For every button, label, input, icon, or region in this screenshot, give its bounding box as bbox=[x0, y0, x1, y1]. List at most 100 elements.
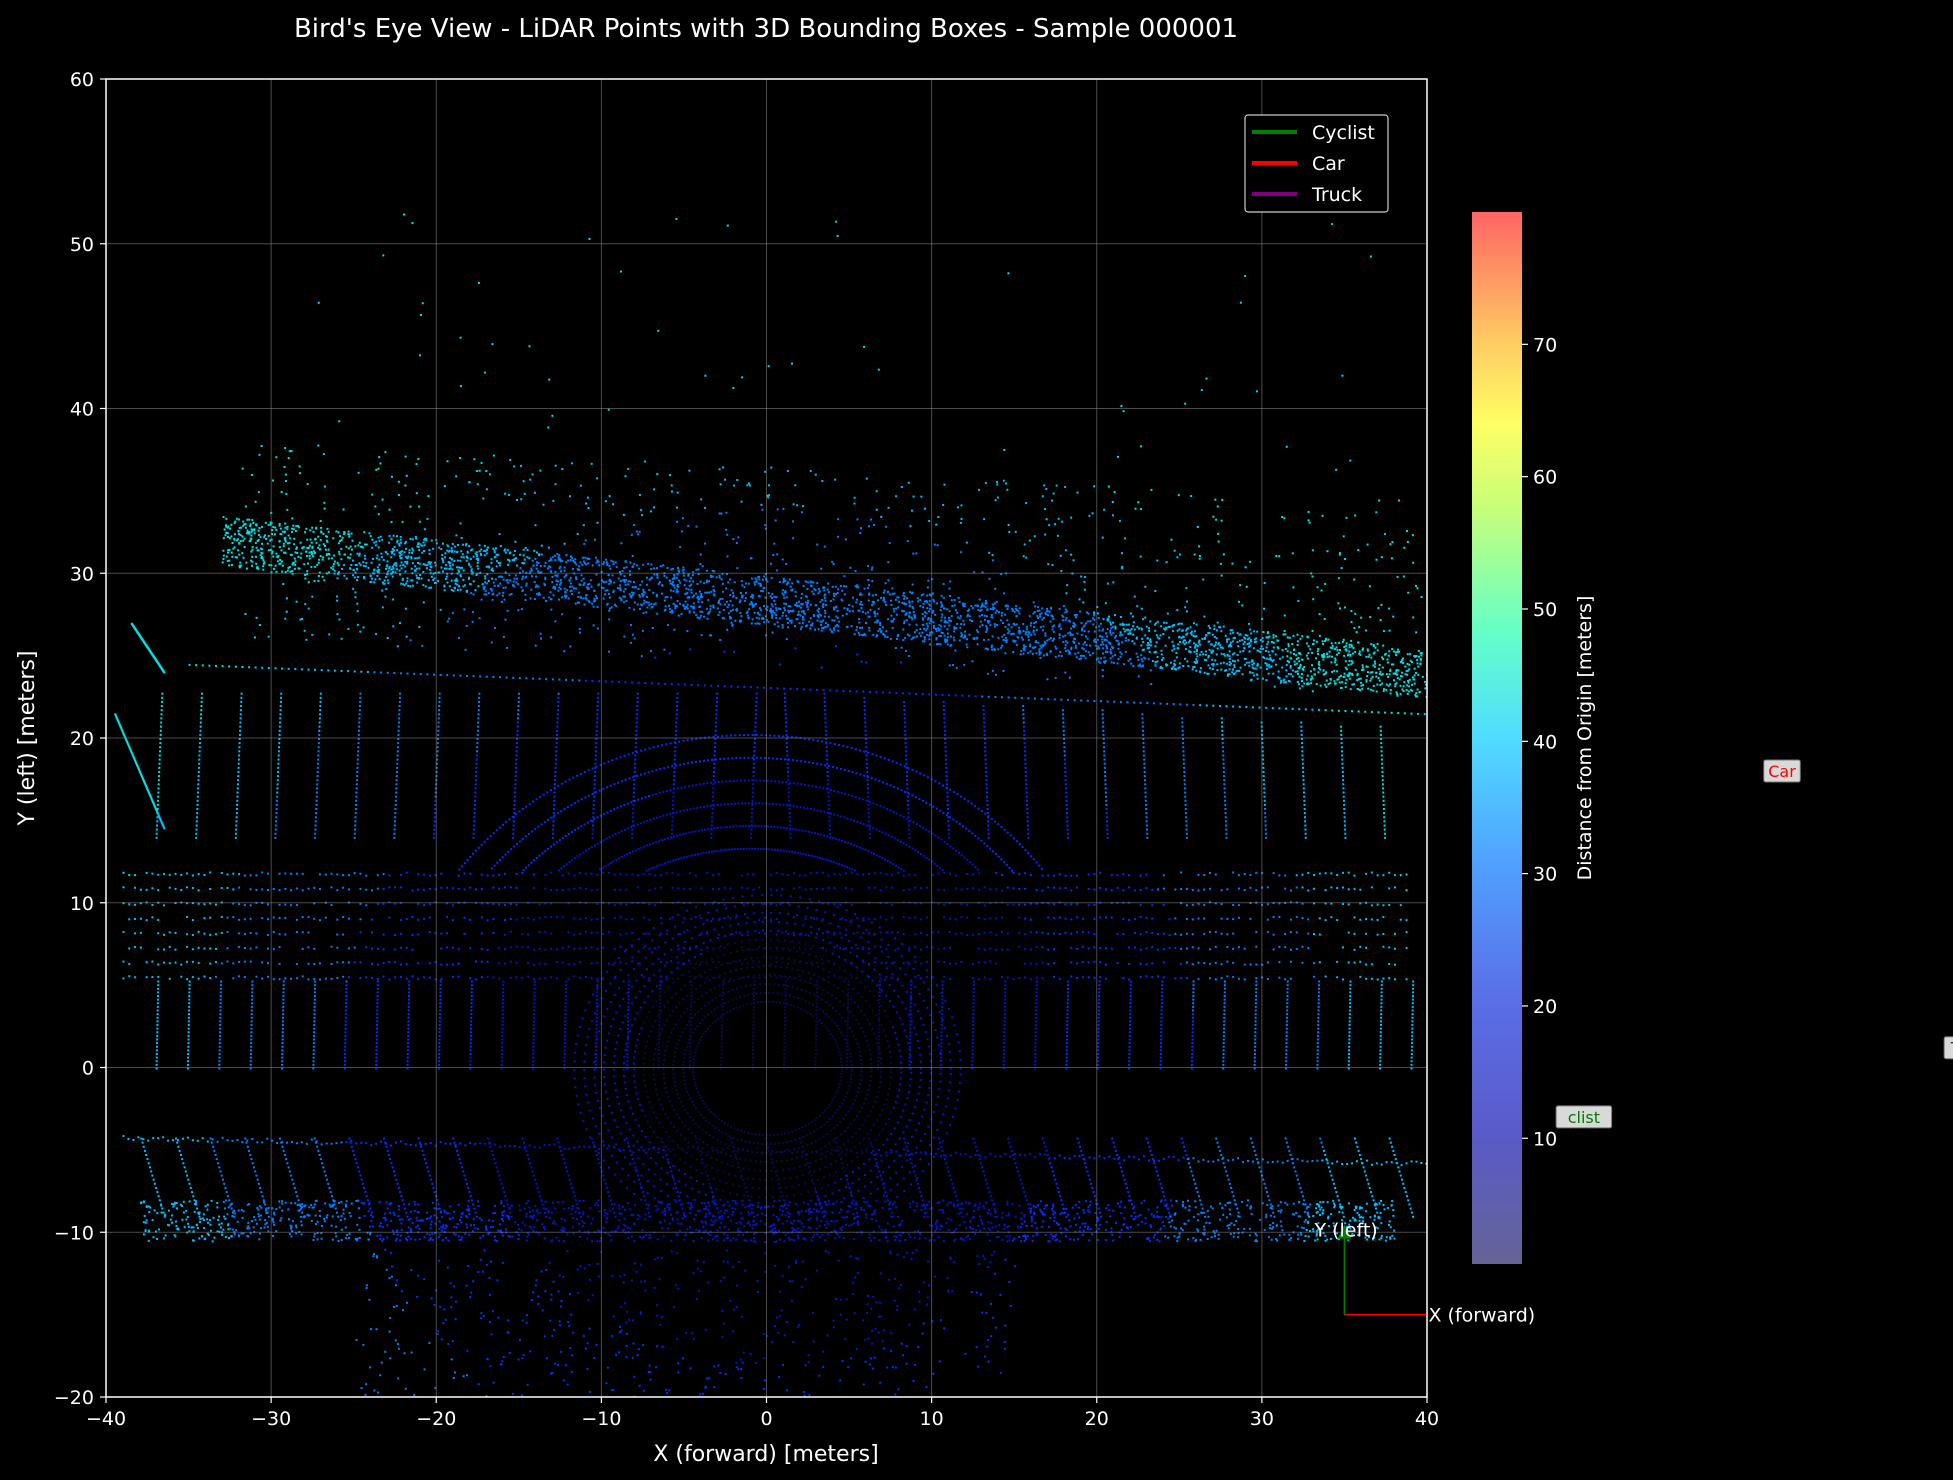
lidar-point bbox=[666, 1040, 669, 1043]
lidar-point bbox=[1272, 915, 1275, 918]
lidar-point bbox=[728, 780, 731, 783]
lidar-point bbox=[596, 816, 599, 819]
lidar-point bbox=[898, 1137, 901, 1140]
lidar-point bbox=[555, 750, 558, 753]
lidar-point bbox=[670, 960, 673, 963]
lidar-point bbox=[723, 916, 726, 919]
lidar-point bbox=[478, 696, 481, 699]
lidar-point bbox=[607, 930, 610, 933]
lidar-point bbox=[771, 757, 774, 760]
lidar-point bbox=[804, 1124, 807, 1127]
lidar-point bbox=[278, 903, 281, 906]
lidar-point bbox=[754, 802, 757, 805]
lidar-point bbox=[699, 806, 702, 809]
lidar-point bbox=[709, 1024, 712, 1027]
lidar-point bbox=[1220, 721, 1223, 724]
lidar-point bbox=[553, 791, 556, 794]
lidar-point bbox=[926, 1038, 929, 1041]
lidar-point bbox=[1343, 816, 1346, 819]
lidar-point bbox=[732, 825, 735, 828]
lidar-point bbox=[786, 766, 789, 769]
lidar-point bbox=[750, 828, 753, 831]
lidar-point bbox=[642, 932, 645, 935]
lidar-point bbox=[706, 950, 709, 953]
lidar-point bbox=[1008, 866, 1011, 869]
lidar-point bbox=[1024, 762, 1027, 765]
lidar-point bbox=[157, 975, 160, 978]
lidar-point bbox=[944, 754, 947, 757]
lidar-point bbox=[781, 961, 784, 964]
lidar-point bbox=[677, 887, 680, 890]
lidar-point bbox=[1370, 904, 1373, 907]
lidar-point bbox=[783, 939, 786, 942]
lidar-point bbox=[954, 918, 957, 921]
lidar-point bbox=[157, 873, 160, 876]
lidar-point bbox=[805, 1134, 808, 1137]
lidar-point bbox=[574, 1051, 577, 1054]
lidar-point bbox=[521, 933, 524, 936]
lidar-point bbox=[1226, 975, 1229, 978]
lidar-point bbox=[840, 1178, 843, 1181]
lidar-point bbox=[985, 775, 988, 778]
lidar-point bbox=[1237, 977, 1240, 980]
lidar-point bbox=[943, 709, 946, 712]
lidar-point bbox=[405, 963, 408, 966]
lidar-point bbox=[625, 1042, 628, 1045]
lidar-point bbox=[1330, 902, 1333, 905]
lidar-point bbox=[751, 787, 754, 790]
lidar-point bbox=[869, 825, 872, 828]
lidar-point bbox=[836, 1089, 839, 1092]
lidar-point bbox=[862, 919, 865, 922]
lidar-point bbox=[279, 709, 282, 712]
lidar-point bbox=[1341, 886, 1344, 889]
lidar-point bbox=[946, 1097, 949, 1100]
lidar-point bbox=[249, 1060, 252, 1063]
lidar-point bbox=[602, 1140, 605, 1143]
lidar-point bbox=[515, 961, 518, 964]
lidar-point bbox=[966, 903, 969, 906]
lidar-point bbox=[823, 692, 826, 695]
lidar-point bbox=[344, 1045, 347, 1048]
lidar-point bbox=[907, 812, 910, 815]
lidar-point bbox=[134, 917, 137, 920]
lidar-point bbox=[1405, 889, 1408, 892]
lidar-point bbox=[195, 820, 198, 823]
lidar-point bbox=[747, 734, 750, 737]
lidar-point bbox=[632, 1074, 635, 1077]
lidar-point bbox=[823, 1123, 826, 1126]
lidar-point bbox=[751, 993, 754, 996]
lidar-point bbox=[544, 916, 547, 919]
lidar-point bbox=[906, 775, 909, 778]
lidar-point bbox=[654, 947, 657, 950]
lidar-point bbox=[635, 979, 638, 982]
lidar-point bbox=[554, 779, 557, 782]
lidar-point bbox=[434, 795, 437, 798]
lidar-point bbox=[509, 946, 512, 949]
lidar-point bbox=[693, 956, 696, 959]
lidar-point bbox=[766, 779, 769, 782]
lidar-point bbox=[281, 1053, 284, 1056]
lidar-point bbox=[1393, 886, 1396, 889]
lidar-point bbox=[904, 973, 907, 976]
lidar-point bbox=[853, 869, 856, 872]
lidar-point bbox=[191, 934, 194, 937]
lidar-point bbox=[865, 742, 868, 745]
lidar-point bbox=[313, 963, 316, 966]
lidar-point bbox=[605, 1090, 608, 1093]
lidar-point bbox=[239, 725, 242, 728]
lidar-point bbox=[754, 725, 757, 728]
lidar-point bbox=[985, 787, 988, 790]
lidar-point bbox=[319, 873, 322, 876]
lidar-point bbox=[1330, 872, 1333, 875]
lidar-point bbox=[987, 836, 990, 839]
lidar-point bbox=[769, 929, 772, 932]
lidar-point bbox=[891, 873, 894, 876]
lidar-point bbox=[436, 742, 439, 745]
lidar-point bbox=[1047, 948, 1050, 951]
lidar-point bbox=[1076, 931, 1079, 934]
lidar-point bbox=[959, 1067, 962, 1070]
lidar-point bbox=[905, 766, 908, 769]
lidar-point bbox=[868, 952, 871, 955]
lidar-point bbox=[789, 1004, 792, 1007]
lidar-point bbox=[827, 1222, 830, 1225]
